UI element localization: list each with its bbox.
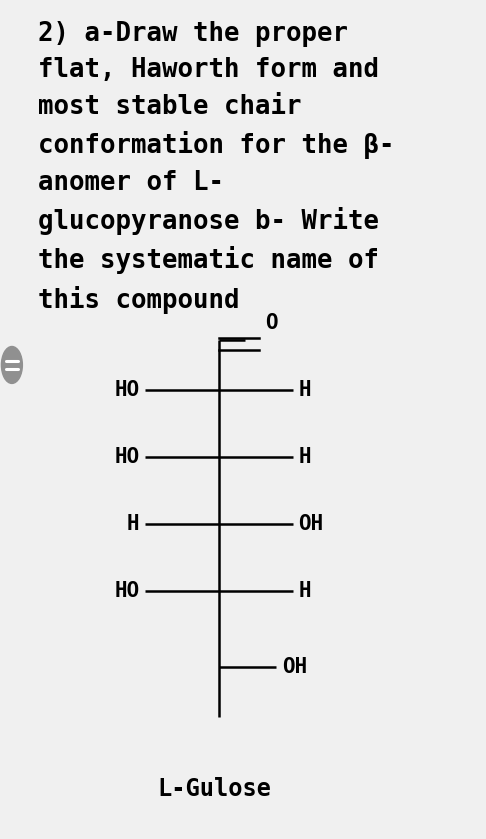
Text: HO: HO bbox=[114, 380, 139, 400]
Text: HO: HO bbox=[114, 447, 139, 467]
Text: OH: OH bbox=[298, 514, 324, 534]
Text: HO: HO bbox=[114, 581, 139, 602]
Text: H: H bbox=[127, 514, 139, 534]
Text: O: O bbox=[265, 313, 278, 333]
Text: L-Gulose: L-Gulose bbox=[157, 777, 271, 801]
Text: H: H bbox=[298, 581, 311, 602]
Text: H: H bbox=[298, 380, 311, 400]
Text: OH: OH bbox=[282, 657, 307, 677]
Text: 2) a-Draw the proper
flat, Haworth form and
most stable chair
conformation for t: 2) a-Draw the proper flat, Haworth form … bbox=[38, 21, 395, 314]
Text: H: H bbox=[298, 447, 311, 467]
Circle shape bbox=[1, 347, 22, 383]
